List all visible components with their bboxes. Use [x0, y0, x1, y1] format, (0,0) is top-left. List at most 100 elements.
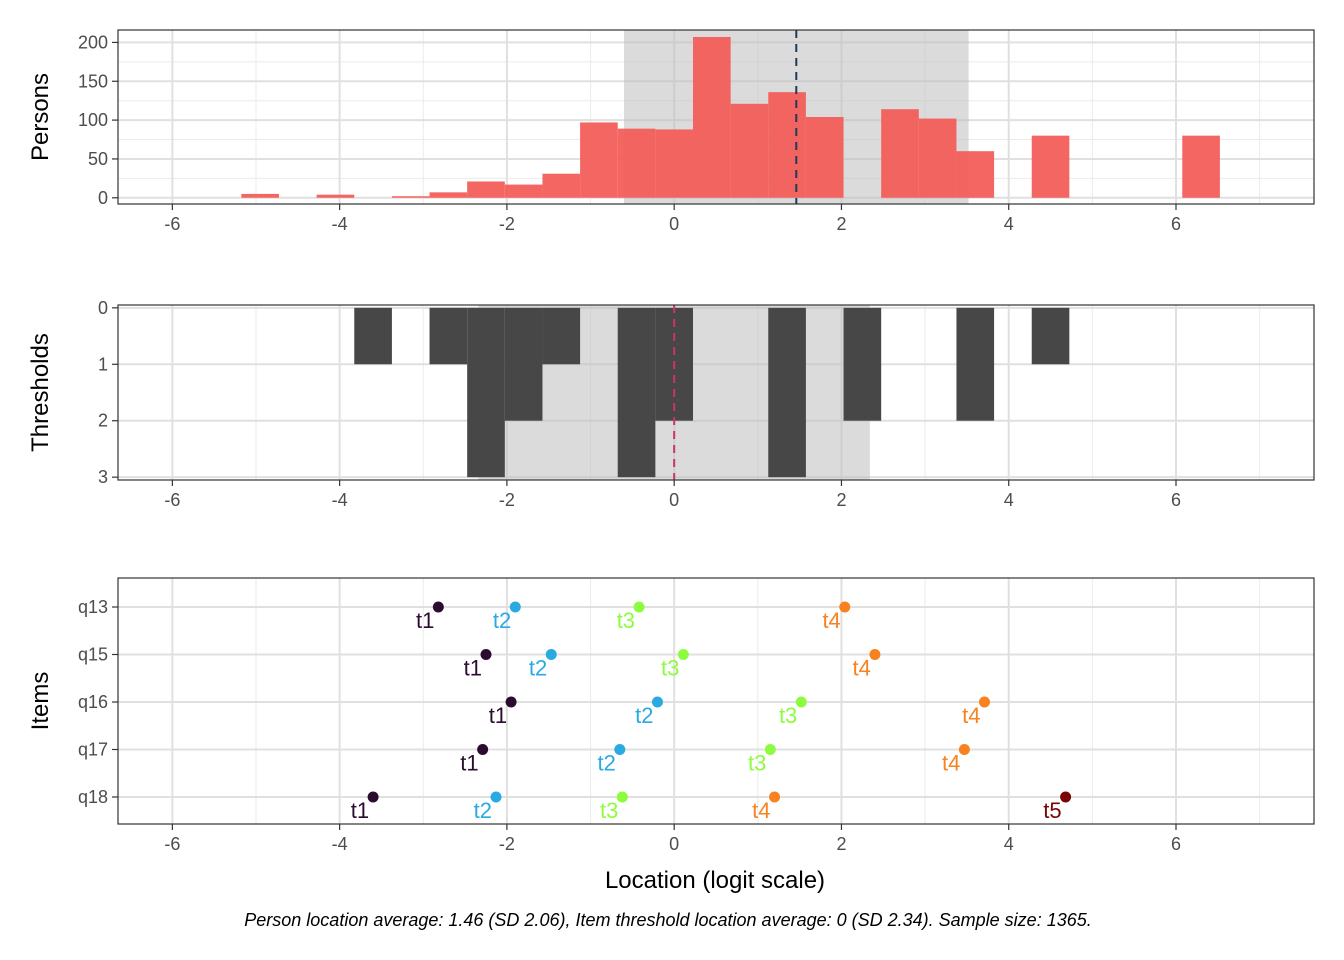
threshold-histogram-bar: [956, 307, 995, 421]
threshold-histogram-bar: [768, 307, 806, 478]
item-threshold-label: t1: [464, 656, 482, 681]
person-histogram-bar: [504, 184, 543, 198]
persons-y-tick-label: 100: [78, 110, 108, 130]
person-histogram-bar: [467, 181, 505, 198]
thresholds-panel-border: [117, 304, 1315, 481]
item-threshold-point: [651, 696, 663, 708]
persons-panel-border: [117, 29, 1315, 205]
person-histogram-bar: [693, 36, 731, 198]
item-threshold-label: t2: [493, 608, 511, 633]
persons-x-tick-label: 0: [669, 214, 679, 234]
item-threshold-label: t5: [1043, 798, 1061, 823]
items-x-tick-label: -4: [332, 834, 348, 854]
item-threshold-point: [545, 649, 557, 660]
item-threshold-point: [839, 601, 851, 613]
person-histogram-bar: [1182, 135, 1220, 198]
threshold-histogram-bar: [843, 307, 882, 421]
items-y-tick-label: q17: [78, 740, 108, 760]
item-threshold-point: [978, 696, 990, 708]
item-threshold-point: [616, 791, 628, 803]
items-x-tick-label: 6: [1171, 834, 1181, 854]
item-threshold-label: t3: [600, 798, 618, 823]
item-threshold-point: [509, 601, 521, 613]
item-threshold-label: t2: [635, 703, 653, 728]
item-threshold-point: [367, 791, 379, 803]
item-threshold-label: t1: [460, 751, 478, 776]
person-histogram-bar: [805, 117, 844, 198]
item-threshold-label: t4: [853, 656, 871, 681]
items-x-tick-label: 0: [669, 834, 679, 854]
thresholds-y-tick-label: 0: [98, 298, 108, 318]
persons-y-axis-title: Persons: [27, 73, 54, 161]
item-threshold-label: t3: [779, 703, 797, 728]
item-threshold-label: t3: [748, 751, 766, 776]
thresholds-x-tick-label: -6: [164, 490, 180, 510]
person-histogram-bar: [768, 92, 806, 198]
thresholds-x-tick-label: 0: [669, 490, 679, 510]
thresholds-x-tick-label: 2: [836, 490, 846, 510]
persons-x-tick-label: 6: [1171, 214, 1181, 234]
thresholds-y-tick-label: 1: [98, 354, 108, 374]
persons-y-tick-label: 50: [88, 149, 108, 169]
threshold-histogram-bar: [542, 307, 581, 365]
item-threshold-point: [769, 791, 781, 803]
figure-caption: Person location average: 1.46 (SD 2.06),…: [244, 910, 1091, 930]
threshold-histogram-bar: [617, 307, 656, 478]
item-threshold-label: t4: [822, 608, 840, 633]
item-threshold-label: t3: [661, 656, 679, 681]
item-threshold-point: [432, 601, 444, 613]
item-threshold-point: [677, 649, 689, 660]
persons-x-tick-label: -4: [332, 214, 348, 234]
item-threshold-label: t4: [942, 751, 960, 776]
person-histogram-bar: [918, 118, 957, 198]
person-histogram-bar: [542, 173, 581, 198]
thresholds-histogram-panel: -6 -4 -2 0 2 4 6 0 1 2 3 Thresholds: [27, 298, 1315, 510]
item-threshold-point: [614, 744, 626, 755]
persons-x-tick-label: -2: [499, 214, 515, 234]
person-histogram-bar: [316, 194, 355, 198]
thresholds-y-axis-title: Thresholds: [27, 333, 54, 452]
person-histogram-bar: [580, 122, 618, 198]
item-threshold-label: t1: [489, 703, 507, 728]
item-threshold-point: [490, 791, 502, 803]
persons-y-tick-label: 150: [78, 71, 108, 91]
item-threshold-label: t4: [962, 703, 980, 728]
person-histogram-bar: [241, 193, 279, 198]
item-threshold-point: [795, 696, 807, 708]
person-histogram-bar: [1031, 135, 1070, 198]
thresholds-x-tick-label: 4: [1004, 490, 1014, 510]
threshold-histogram-bar: [467, 307, 505, 478]
thresholds-y-tick-label: 3: [98, 467, 108, 487]
item-thresholds-panel: t1 t2 t3 t4 t1 t2 t3 t4 t1 t2 t3 t4 t1 t2 t3 t4 t1 t2 t3 t4…: [27, 577, 1315, 854]
persons-x-tick-label: 2: [836, 214, 846, 234]
items-y-axis-title: Items: [27, 672, 54, 731]
items-y-tick-label: q16: [78, 692, 108, 712]
item-threshold-label: t1: [416, 608, 434, 633]
item-threshold-point: [477, 744, 489, 755]
persons-x-tick-label: 4: [1004, 214, 1014, 234]
item-threshold-label: t2: [474, 798, 492, 823]
item-threshold-point: [480, 649, 492, 660]
persons-y-tick-label: 0: [98, 188, 108, 208]
person-histogram-bar: [655, 129, 693, 198]
threshold-histogram-bar: [504, 307, 543, 421]
item-threshold-label: t2: [529, 656, 547, 681]
item-threshold-label: t3: [617, 608, 635, 633]
person-histogram-bar: [429, 192, 468, 198]
items-y-tick-label: q18: [78, 787, 108, 807]
item-threshold-point: [505, 696, 517, 708]
person-histogram-bar: [956, 151, 995, 198]
threshold-histogram-bar: [429, 307, 468, 365]
thresholds-x-tick-label: -4: [332, 490, 348, 510]
item-threshold-point: [958, 744, 970, 755]
items-x-tick-label: -6: [164, 834, 180, 854]
item-threshold-label: t1: [351, 798, 369, 823]
items-x-tick-label: 4: [1004, 834, 1014, 854]
item-threshold-label: t2: [597, 751, 615, 776]
items-x-tick-label: 2: [836, 834, 846, 854]
item-threshold-point: [633, 601, 645, 613]
items-panel-border: [117, 577, 1315, 825]
x-axis-title: Location (logit scale): [605, 867, 825, 894]
item-threshold-point: [869, 649, 881, 660]
